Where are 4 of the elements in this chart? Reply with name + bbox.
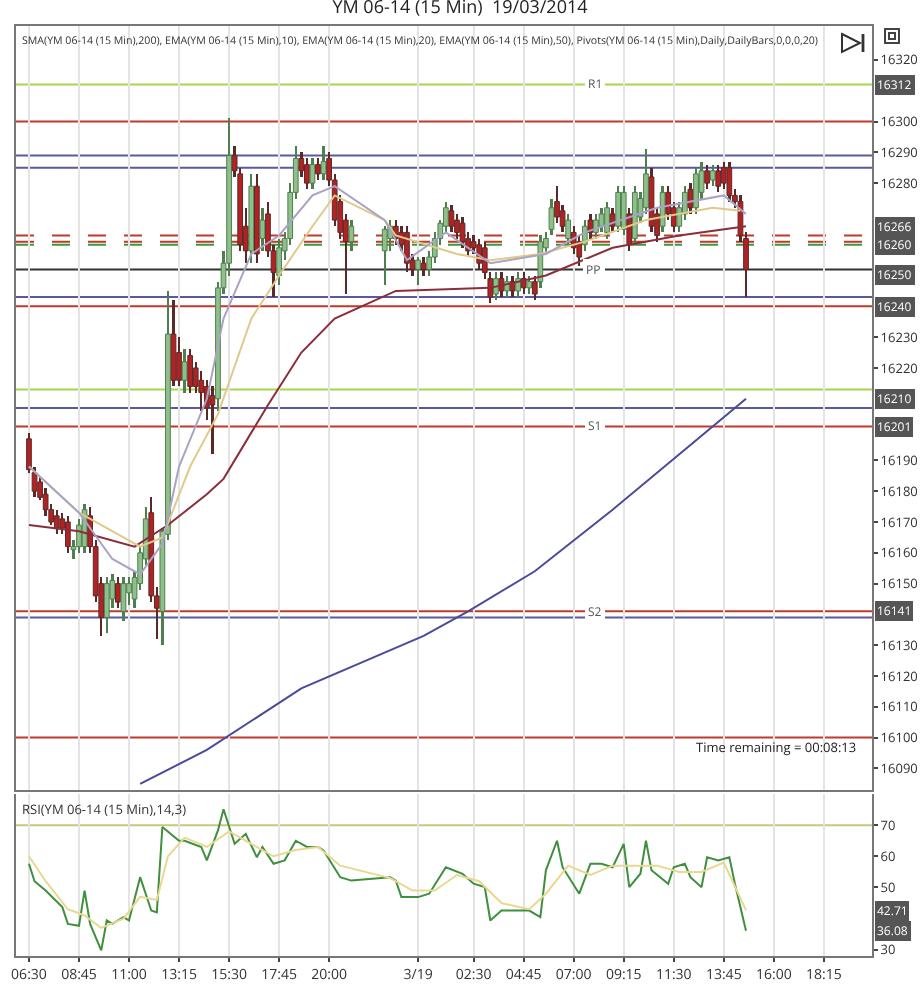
line-series <box>27 830 747 929</box>
chart-title: YM 06-14 (15 Min) 19/03/2014 <box>332 0 588 19</box>
candlestick <box>209 386 216 455</box>
line-series <box>27 808 747 952</box>
